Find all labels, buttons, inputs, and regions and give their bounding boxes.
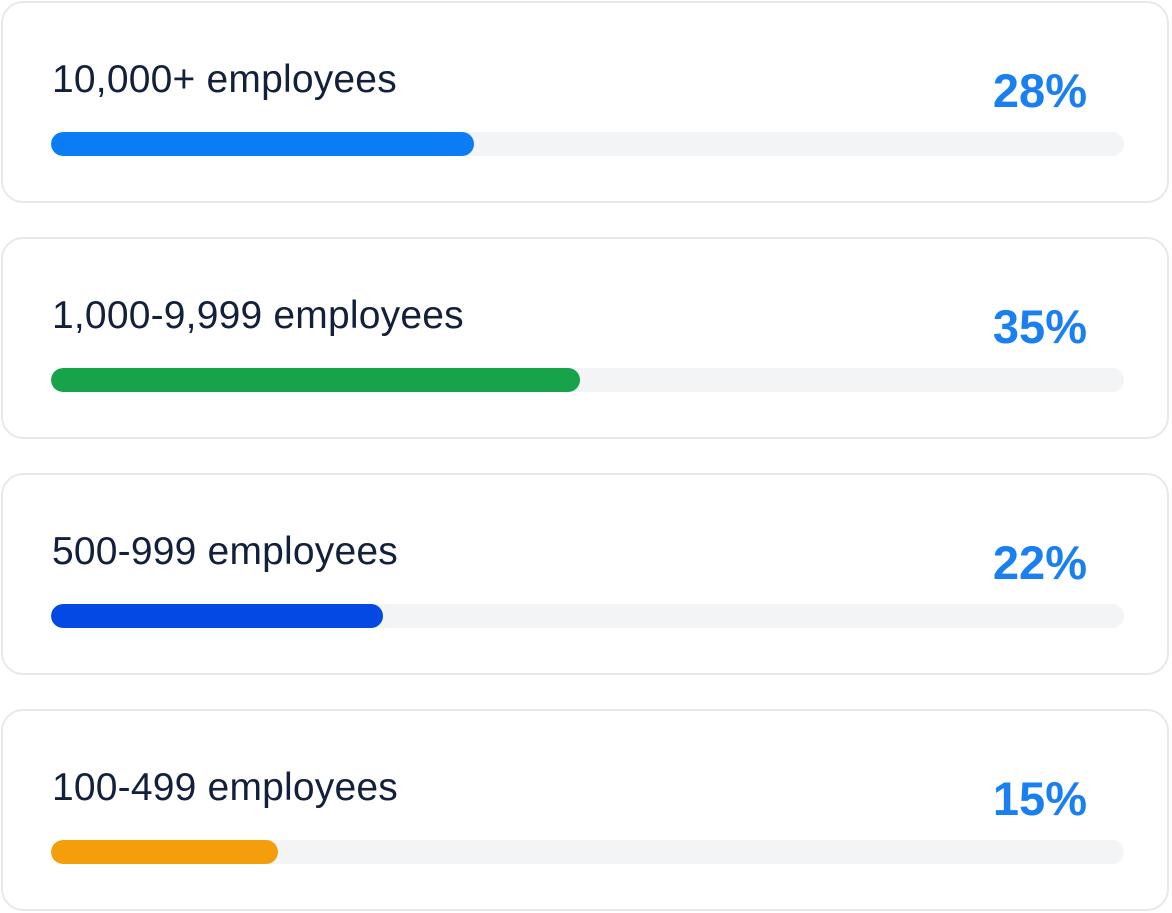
bar-track [51,368,1124,392]
value-label: 15% [992,772,1087,825]
bar-fill [51,840,278,864]
value-label: 35% [992,300,1087,353]
bar-track [51,840,1124,864]
category-label: 1,000-9,999 employees [52,294,464,337]
bar-card: 1,000-9,999 employees 35% [1,237,1169,439]
bar-fill [51,604,384,628]
bar-card: 100-499 employees 15% [1,709,1169,911]
value-label: 22% [992,536,1087,589]
category-label: 10,000+ employees [52,58,397,101]
bar-fill [51,132,475,156]
bar-fill [51,368,580,392]
bar-card: 10,000+ employees 28% [1,1,1169,203]
category-label: 100-499 employees [52,766,398,809]
value-label: 28% [992,64,1087,117]
bar-track [51,604,1124,628]
bar-track [51,132,1124,156]
bar-card: 500-999 employees 22% [1,473,1169,675]
category-label: 500-999 employees [52,530,398,573]
